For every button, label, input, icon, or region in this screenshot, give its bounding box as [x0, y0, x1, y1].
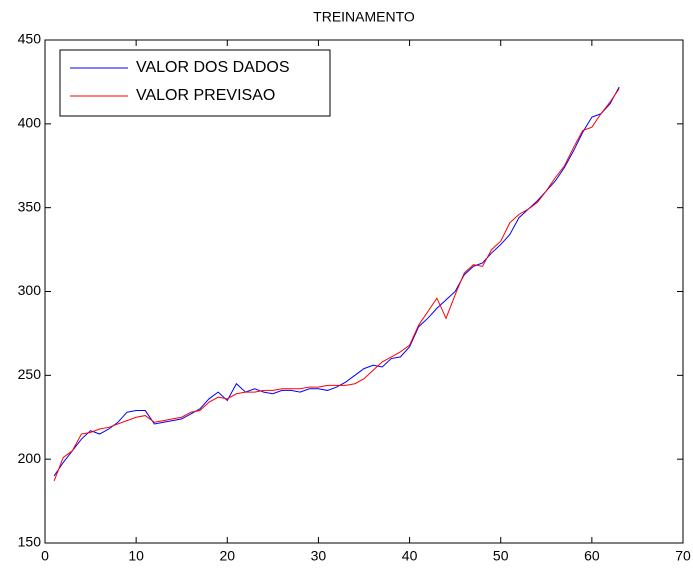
x-tick-label: 50 [493, 548, 509, 564]
x-tick-label: 40 [402, 548, 418, 564]
y-tick-label: 400 [18, 115, 42, 131]
legend-label: VALOR DOS DADOS [136, 59, 290, 76]
x-tick-label: 70 [675, 548, 691, 564]
x-tick-label: 10 [128, 548, 144, 564]
y-tick-label: 450 [18, 31, 42, 47]
data-line [53, 86, 620, 477]
legend-box [59, 49, 331, 117]
data-line [53, 88, 620, 482]
x-tick-label: 60 [584, 548, 600, 564]
x-tick-label: 0 [41, 548, 49, 564]
y-tick-label: 300 [18, 282, 42, 298]
y-tick-label: 350 [18, 198, 42, 214]
y-tick-label: 150 [18, 534, 42, 550]
x-tick-label: 20 [219, 548, 235, 564]
legend-label: VALOR PREVISAO [136, 87, 275, 104]
plot-area [44, 39, 684, 544]
chart-title: TREINAMENTO [313, 9, 415, 25]
y-tick-label: 250 [18, 366, 42, 382]
y-tick-label: 200 [18, 450, 42, 466]
x-tick-label: 30 [311, 548, 327, 564]
